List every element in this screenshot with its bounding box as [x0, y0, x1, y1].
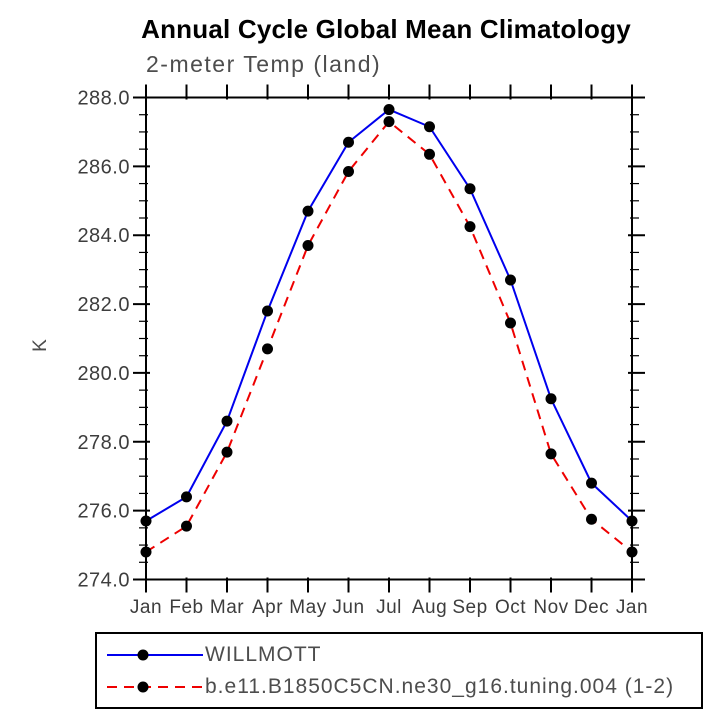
x-tick-label: Sep: [452, 597, 487, 618]
x-tick-label: Aug: [412, 597, 447, 618]
data-point-marker: [424, 121, 435, 133]
y-axis-title: K: [30, 338, 51, 352]
legend-line-dashed-swatch: [107, 681, 203, 692]
data-point-marker: [545, 393, 557, 405]
legend-label-model: b.e11.B1850C5CN.ne30_g16.tuning.004 (1-2…: [205, 674, 675, 698]
data-point-marker: [626, 546, 638, 558]
data-point-marker: [586, 477, 597, 489]
data-point-marker: [464, 183, 476, 195]
series-0: [140, 104, 638, 527]
legend: WILLMOTT b.e11.B1850C5CN.ne30_g16.tuning…: [95, 632, 703, 709]
y-tick-label: 278.0: [77, 432, 130, 454]
x-tick-label: Nov: [533, 597, 568, 618]
data-point-marker: [626, 515, 638, 527]
axis-frame: [145, 96, 633, 581]
data-point-marker: [221, 415, 233, 427]
x-tick-label: Jun: [332, 597, 364, 618]
y-tick-label: 276.0: [77, 501, 130, 523]
x-tick-label: Feb: [169, 597, 203, 618]
y-tick-label: 288.0: [77, 88, 130, 110]
data-point-marker: [505, 317, 516, 329]
data-point-marker: [505, 274, 516, 286]
data-point-marker: [343, 166, 354, 178]
data-point-marker: [302, 205, 314, 217]
legend-row-willmott: WILLMOTT: [105, 640, 701, 670]
data-point-marker: [262, 305, 273, 317]
x-tick-label: Apr: [252, 597, 283, 618]
data-point-marker: [140, 546, 152, 558]
data-point-marker: [302, 240, 314, 252]
data-point-marker: [545, 448, 557, 460]
x-axis-ticks: Jan Feb Mar Apr May Jun Jul Aug Sep Oct Nov Dec Jan: [130, 84, 648, 618]
chart-title: Annual Cycle Global Mean Climatology: [141, 14, 631, 44]
data-point-marker: [586, 513, 597, 525]
data-point-marker: [383, 104, 395, 116]
data-point-marker: [140, 515, 152, 527]
y-tick-label: 286.0: [77, 156, 130, 178]
x-tick-label: Oct: [495, 597, 526, 618]
data-point-marker: [181, 520, 192, 532]
x-tick-label: Jul: [376, 597, 402, 618]
y-tick-label: 284.0: [77, 225, 130, 247]
y-axis-ticks: 274.0 276.0 278.0 280.0 282.0 284.0 286.0 288.0: [77, 88, 645, 592]
y-tick-label: 280.0: [77, 363, 130, 385]
data-point-marker: [343, 136, 354, 148]
series-line-0: [145, 108, 633, 522]
x-tick-label: Jan: [130, 597, 162, 618]
data-point-marker: [464, 221, 476, 233]
series-line-1: [145, 120, 633, 553]
chart-subtitle: 2-meter Temp (land): [146, 51, 382, 77]
legend-line-solid-swatch: [107, 649, 203, 660]
legend-row-model: b.e11.B1850C5CN.ne30_g16.tuning.004 (1-2…: [105, 672, 701, 702]
x-tick-label: May: [289, 597, 326, 618]
y-tick-label: 282.0: [77, 294, 130, 316]
data-point-marker: [221, 446, 233, 458]
legend-marker-dot: [137, 649, 149, 660]
data-point-marker: [424, 148, 435, 160]
x-tick-label: Mar: [210, 597, 244, 618]
series-1: [140, 116, 638, 558]
legend-label-willmott: WILLMOTT: [205, 642, 322, 666]
data-point-marker: [181, 491, 192, 503]
data-point-marker: [262, 343, 273, 355]
y-tick-label: 274.0: [77, 570, 130, 592]
data-point-marker: [383, 116, 395, 128]
x-tick-label: Dec: [574, 597, 609, 618]
x-tick-label: Jan: [616, 597, 648, 618]
legend-marker-dot: [137, 681, 149, 692]
